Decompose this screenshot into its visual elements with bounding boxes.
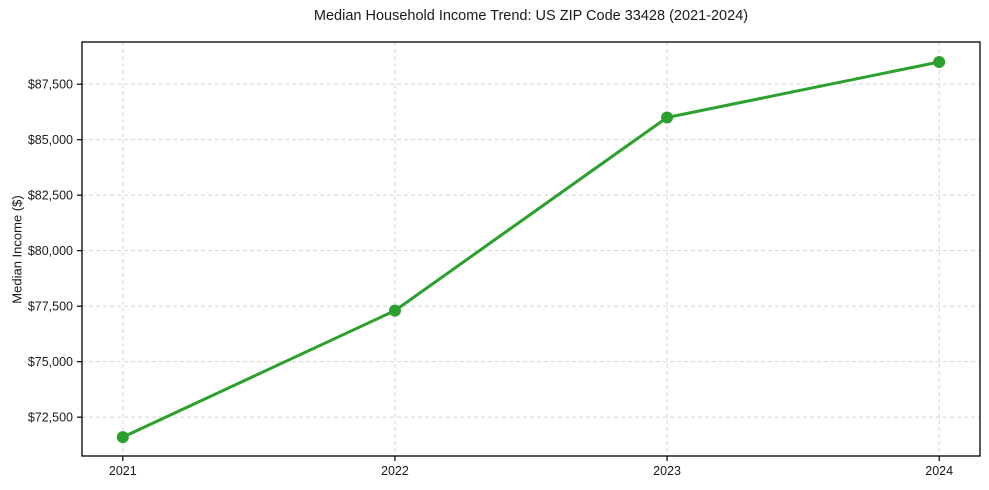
y-tick-label: $80,000 <box>28 244 73 258</box>
x-tick-label: 2021 <box>109 464 137 478</box>
x-tick-label: 2022 <box>381 464 409 478</box>
y-tick-label: $85,000 <box>28 133 73 147</box>
x-tick-label: 2023 <box>653 464 681 478</box>
trend-line <box>121 60 941 439</box>
y-tick-label: $87,500 <box>28 78 73 92</box>
y-tick-label: $72,500 <box>28 411 73 425</box>
data-point <box>116 431 129 444</box>
chart-title: Median Household Income Trend: US ZIP Co… <box>313 8 749 24</box>
data-point <box>661 111 674 124</box>
y-tick-label: $82,500 <box>28 189 73 203</box>
x-tick-label: 2024 <box>925 464 953 478</box>
data-point <box>388 304 401 317</box>
plot-border <box>81 41 981 457</box>
y-tick-label: $77,500 <box>28 300 73 314</box>
y-tick-label: $75,000 <box>28 355 73 369</box>
data-point <box>933 55 946 68</box>
